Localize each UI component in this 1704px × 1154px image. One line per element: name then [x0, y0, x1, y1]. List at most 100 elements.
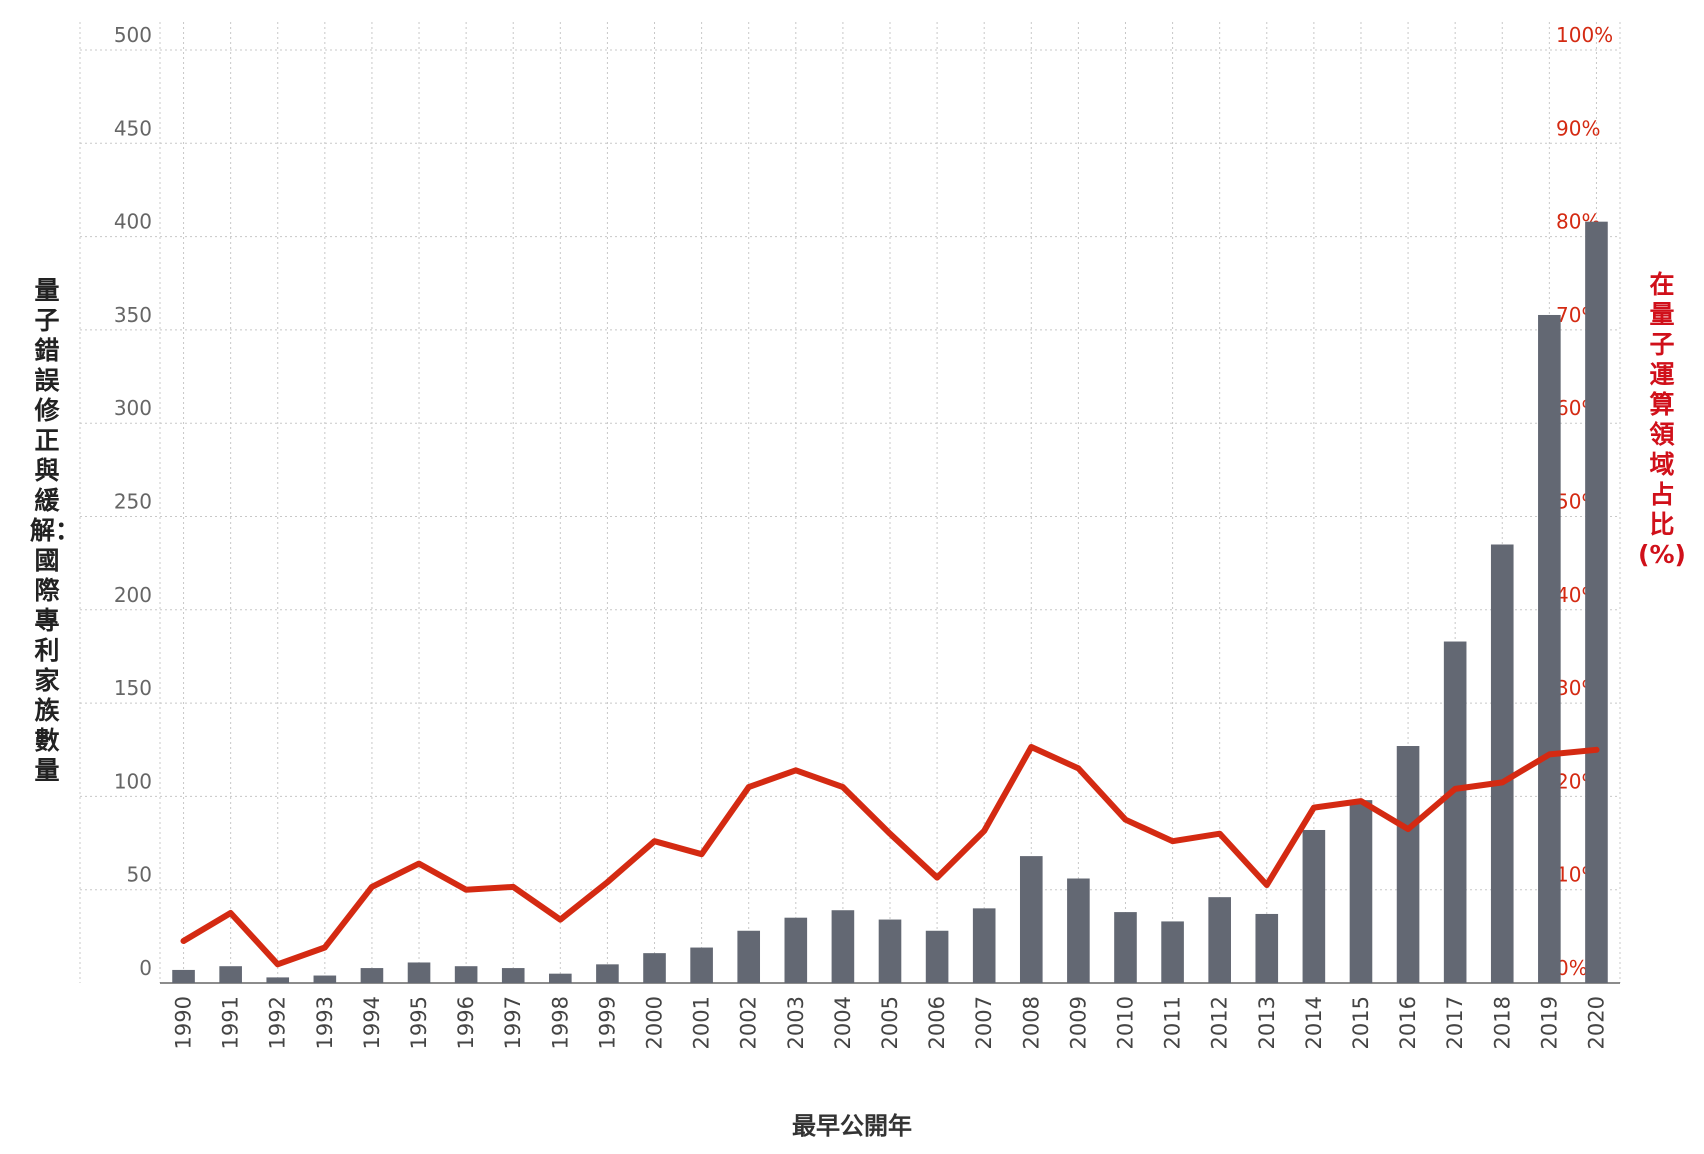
x-tick-label: 2006 [925, 996, 949, 1049]
line-point [182, 939, 186, 943]
bar [1538, 315, 1561, 983]
x-tick-label: 1992 [266, 996, 290, 1049]
line-point [747, 785, 751, 789]
bar [1255, 914, 1278, 983]
line-point [1123, 818, 1127, 822]
x-tick-label: 2002 [737, 996, 761, 1049]
bar [266, 977, 289, 983]
x-tick-label: 1991 [219, 996, 243, 1049]
y-tick-label-left: 450 [114, 116, 152, 140]
x-tick-label: 1997 [501, 996, 525, 1049]
bar [1067, 879, 1090, 983]
bar [879, 920, 902, 983]
y-tick-label-left: 300 [114, 396, 152, 420]
bar [172, 970, 195, 983]
bar [1208, 897, 1231, 983]
bar [455, 966, 478, 983]
x-tick-label: 2020 [1584, 996, 1608, 1049]
x-tick-label: 2000 [643, 996, 667, 1049]
bar [1397, 746, 1420, 983]
line-point [794, 768, 798, 772]
x-tick-label: 2017 [1443, 996, 1467, 1049]
x-tick-label: 1993 [313, 996, 337, 1049]
bar [1114, 912, 1137, 983]
line-point [700, 852, 704, 856]
x-tick-label: 2010 [1113, 996, 1137, 1049]
y-axis-title-left: 量子錯誤修正與緩解：國際專利家族數量 [30, 276, 64, 786]
x-tick-label: 2016 [1396, 996, 1420, 1049]
y-tick-label-right: 90% [1556, 116, 1600, 140]
y-tick-label-left: 400 [114, 210, 152, 234]
bar [737, 931, 760, 983]
x-tick-label: 1998 [548, 996, 572, 1049]
line-point [1076, 766, 1080, 770]
y-tick-label-left: 150 [114, 676, 152, 700]
x-tick-label: 2003 [784, 996, 808, 1049]
bar [1585, 222, 1608, 983]
bar [832, 910, 855, 983]
x-tick-label: 1994 [360, 996, 384, 1049]
x-tick-label: 2013 [1255, 996, 1279, 1049]
line-point [1406, 827, 1410, 831]
x-tick-label: 1990 [172, 996, 196, 1049]
x-tick-label: 2001 [690, 996, 714, 1049]
line-point [888, 832, 892, 836]
line-point [558, 918, 562, 922]
y-tick-label-left: 350 [114, 303, 152, 327]
x-tick-label: 1996 [454, 996, 478, 1049]
bar [1444, 642, 1467, 983]
bar [596, 964, 619, 983]
line-point [417, 862, 421, 866]
bar [314, 976, 337, 983]
bar [690, 948, 713, 983]
line-point [982, 829, 986, 833]
bar [361, 968, 384, 983]
x-tick-label: 2011 [1161, 996, 1185, 1049]
y-tick-label-left: 0 [139, 956, 152, 980]
line-point [464, 888, 468, 892]
bar [1491, 544, 1514, 983]
y-tick-label-left: 200 [114, 583, 152, 607]
line-point [1029, 745, 1033, 749]
line-point [1594, 748, 1598, 752]
x-tick-label: 2014 [1302, 996, 1326, 1049]
bar [1020, 856, 1043, 983]
x-tick-label: 2018 [1490, 996, 1514, 1049]
line-point [370, 885, 374, 889]
line-point [1218, 832, 1222, 836]
bar [926, 931, 949, 983]
bar [549, 974, 572, 983]
x-tick-label: 2007 [972, 996, 996, 1049]
x-tick-label: 1995 [407, 996, 431, 1049]
line-point [1312, 806, 1316, 810]
x-tick-label: 2005 [878, 996, 902, 1049]
line-point [511, 885, 515, 889]
bar [643, 953, 666, 983]
y-tick-label-left: 250 [114, 490, 152, 514]
x-tick-label: 2008 [1019, 996, 1043, 1049]
bar [502, 968, 525, 983]
line-point [653, 839, 657, 843]
line-point [935, 876, 939, 880]
line-point [1171, 839, 1175, 843]
y-tick-label-right: 100% [1556, 23, 1613, 47]
line-point [1547, 752, 1551, 756]
x-tick-label: 2015 [1349, 996, 1373, 1049]
y-tick-label-right: 0% [1556, 956, 1588, 980]
line-point [323, 946, 327, 950]
line-point [229, 911, 233, 915]
bar [785, 918, 808, 983]
y-tick-label-left: 50 [127, 863, 152, 887]
line-point [1359, 799, 1363, 803]
bar [1303, 830, 1326, 983]
y-tick-label-left: 500 [114, 23, 152, 47]
x-tick-label: 2019 [1537, 996, 1561, 1049]
y-axis-title-right: 在量子運算領域占比(%) [1638, 270, 1686, 570]
x-tick-label: 2004 [831, 996, 855, 1049]
x-tick-label: 2009 [1066, 996, 1090, 1049]
x-axis-title: 最早公開年 [0, 1106, 1704, 1141]
bar [1161, 921, 1184, 983]
line-point [1265, 883, 1269, 887]
